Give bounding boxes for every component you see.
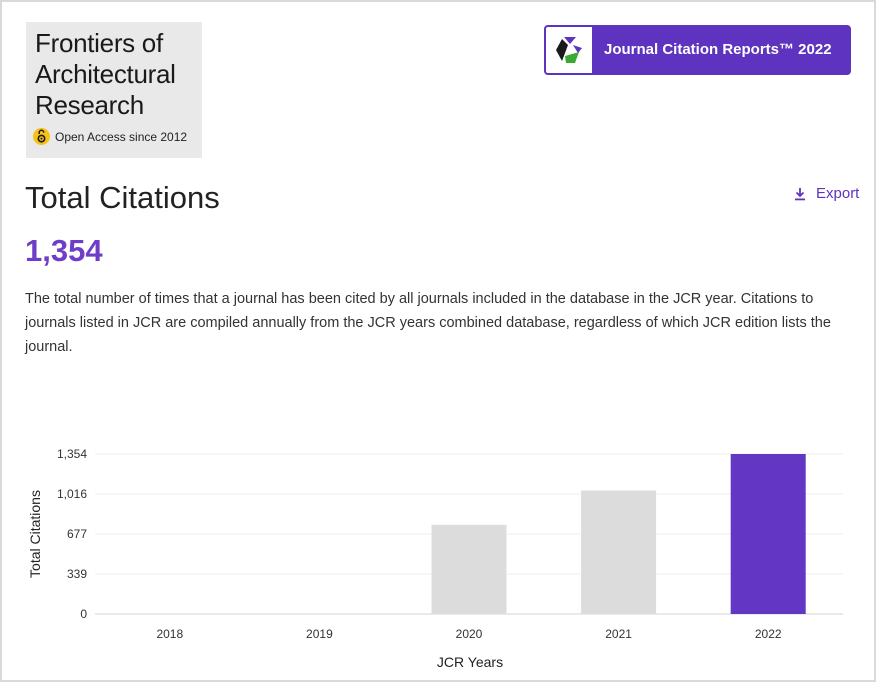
metric-description: The total number of times that a journal… bbox=[25, 291, 831, 355]
x-axis-title: JCR Years bbox=[437, 654, 503, 670]
open-access-label: Open Access since 2012 bbox=[55, 129, 188, 144]
y-tick-label: 0 bbox=[80, 607, 87, 621]
x-tick-label: 2018 bbox=[156, 627, 183, 641]
y-tick-label: 1,354 bbox=[57, 447, 87, 461]
bar-2020[interactable] bbox=[431, 524, 507, 614]
bar-2022[interactable] bbox=[730, 454, 806, 614]
chart-bars bbox=[431, 454, 806, 614]
clarivate-logo-icon bbox=[556, 37, 582, 63]
y-tick-label: 339 bbox=[67, 567, 87, 581]
x-tick-label: 2022 bbox=[755, 627, 782, 641]
jcr-badge-label: Journal Citation Reports™ 2022 bbox=[604, 41, 832, 58]
total-citations-value: 1,354 bbox=[25, 233, 103, 268]
open-access-row: Open Access since 2012 bbox=[33, 128, 187, 145]
chart-x-ticks: 2018 2019 2020 2021 2022 bbox=[156, 627, 781, 641]
x-tick-label: 2019 bbox=[306, 627, 333, 641]
x-tick-label: 2020 bbox=[456, 627, 483, 641]
jcr-badge[interactable]: Journal Citation Reports™ 2022 bbox=[544, 25, 851, 75]
y-tick-label: 677 bbox=[67, 527, 87, 541]
export-button[interactable]: Export bbox=[793, 185, 859, 202]
journal-logo-card: Frontiers of Architectural Research Open… bbox=[26, 22, 202, 158]
open-access-icon bbox=[33, 128, 50, 145]
y-tick-label: 1,016 bbox=[57, 487, 87, 501]
citations-bar-chart: 0 339 677 1,016 1,354 2018 2019 2020 2021 2022 T… bbox=[27, 447, 843, 670]
bar-2021[interactable] bbox=[581, 490, 657, 614]
export-label: Export bbox=[816, 185, 860, 202]
x-tick-label: 2021 bbox=[605, 627, 632, 641]
download-icon bbox=[795, 187, 805, 200]
chart-y-ticks: 0 339 677 1,016 1,354 bbox=[57, 447, 87, 621]
y-axis-title: Total Citations bbox=[27, 490, 43, 578]
clarivate-logo-box bbox=[546, 27, 592, 73]
page-title: Total Citations bbox=[25, 180, 220, 215]
journal-title: Frontiers of Architectural Research bbox=[35, 28, 176, 120]
